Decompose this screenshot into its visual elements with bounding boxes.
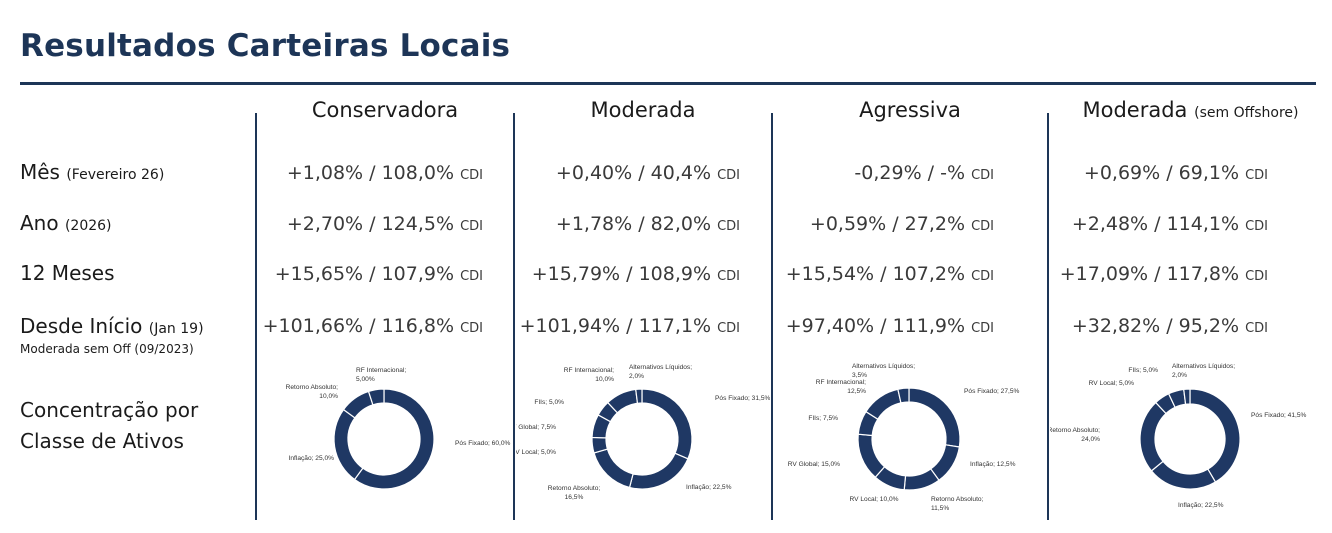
donut-slice-label: RV Global; 15,0% [788, 461, 840, 468]
donut-slice-label: Pós Fixado; 31,5% [715, 395, 770, 402]
column-separator [513, 113, 515, 520]
row-label-12-meses: 12 Meses [20, 261, 115, 285]
value-cell: +1,78% / 82,0% CDI [555, 213, 740, 235]
donut-slice [1183, 388, 1191, 405]
value-cell: +2,70% / 124,5% CDI [286, 213, 483, 235]
donut-slice-label: RF Internacional; 12,5% [816, 379, 866, 395]
value-cell: +0,69% / 69,1% CDI [1083, 162, 1268, 184]
column-header-moderada: Moderada [590, 98, 696, 122]
value-cell: +0,40% / 40,4% CDI [555, 162, 740, 184]
donut-slice-label: RF Internacional; 10,0% [564, 367, 614, 383]
column-header-moderada-sem-offshore: Moderada (sem Offshore) [1082, 98, 1299, 122]
page-title: Resultados Carteiras Locais [20, 28, 511, 64]
column-separator [1047, 113, 1049, 520]
column-header-suffix: (sem Offshore) [1194, 105, 1299, 121]
donut-slice-label: Alternativos Líquidos; 2,0% [629, 364, 692, 380]
value-cell: +101,94% / 117,1% CDI [519, 315, 740, 337]
concentration-label: Concentração por Classe de Ativos [20, 398, 199, 453]
value-cell: +97,40% / 111,9% CDI [785, 315, 994, 337]
value-cell: +1,08% / 108,0% CDI [286, 162, 483, 184]
column-header-agressiva: Agressiva [859, 98, 961, 122]
donut-slice [333, 408, 364, 481]
donut-slice [641, 388, 693, 460]
donut-slice [1150, 460, 1217, 490]
value-cell: +15,65% / 107,9% CDI [274, 263, 483, 285]
donut-slice-label: Pós Fixado; 60,0% [455, 440, 510, 447]
column-header-conservadora: Conservadora [311, 98, 459, 122]
donut-slice-label: RV Global; 7,5% [516, 424, 556, 431]
row-label-desde-inicio: Desde Início (Jan 19) [20, 314, 204, 338]
donut-slice-label: RF Internacional; 5,00% [356, 367, 406, 383]
value-cell: +0,59% / 27,2% CDI [809, 213, 994, 235]
donut-slice-label: Inflação; 22,5% [686, 484, 732, 491]
donut-slice-label: Alternativos Líquidos; 2,0% [1172, 363, 1235, 379]
donut-slice-label: RV Local; 10,0% [850, 496, 899, 503]
donut-slice-label: Pós Fixado; 41,5% [1251, 412, 1306, 419]
donut-slice-label: Retorno Absoluto; 24,0% [1050, 427, 1100, 443]
value-cell: +101,66% / 116,8% CDI [262, 315, 483, 337]
donut-slice-label: RV Local; 5,0% [1089, 380, 1134, 387]
donut-slice [628, 452, 689, 490]
donut-slice [635, 388, 643, 404]
donut-slice-label: Inflação; 12,5% [970, 461, 1016, 468]
donut-slice [367, 388, 385, 406]
title-divider [20, 82, 1316, 85]
donut-slice-label: RV Local; 5,0% [516, 449, 556, 456]
donut-slice [1189, 388, 1241, 483]
donut-slice-label: Retorno Absoluto; 16,5% [548, 485, 601, 501]
donut-slice [897, 387, 910, 404]
column-separator [771, 113, 773, 520]
donut-slice [857, 433, 886, 479]
donut-chart-moderada: Pós Fixado; 31,5% Inflação; 22,5% Retorno … [516, 364, 770, 501]
donut-chart-agressiva: Pós Fixado; 27,5% Inflação; 12,5% Retorno … [788, 363, 1020, 512]
value-cell: +2,48% / 114,1% CDI [1071, 213, 1268, 235]
donut-slice [865, 388, 902, 421]
value-cell: -0,29% / -% CDI [854, 162, 994, 184]
donut-slice [1139, 401, 1167, 472]
donut-slice [908, 387, 961, 448]
donut-slice-label: Inflação; 22,5% [1178, 502, 1224, 509]
value-cell: +15,54% / 107,2% CDI [785, 263, 994, 285]
donut-chart-conservadora: Pós Fixado; 60,0% Inflação; 25,0% Retorno … [286, 367, 510, 490]
donut-slice [593, 448, 634, 489]
donut-slice-label: FIIs; 7,5% [808, 415, 838, 422]
donut-slice-label: Retorno Absoluto; 11,5% [931, 496, 984, 512]
donut-slice-label: FIIs; 5,0% [534, 399, 564, 406]
row-note: Moderada sem Off (09/2023) [20, 342, 194, 356]
donut-slice-label: Alternativos Líquidos; 3,5% [852, 363, 915, 379]
donut-slice-label: Retorno Absoluto; 10,0% [286, 384, 339, 400]
donut-slice-label: Pós Fixado; 27,5% [964, 388, 1019, 395]
value-cell: +17,09% / 117,8% CDI [1059, 263, 1268, 285]
column-separator [255, 113, 257, 520]
donut-slice [903, 468, 940, 491]
value-cell: +32,82% / 95,2% CDI [1071, 315, 1268, 337]
row-label-ano: Ano (2026) [20, 211, 112, 235]
donut-slice-label: FIIs; 5,0% [1128, 367, 1158, 374]
donut-slice-label: Inflação; 25,0% [289, 455, 335, 462]
value-cell: +15,79% / 108,9% CDI [531, 263, 740, 285]
donut-chart-moderada-sem-offshore: Pós Fixado; 41,5% Inflação; 22,5% Retorno … [1050, 363, 1306, 509]
row-label-mes: Mês (Fevereiro 26) [20, 160, 165, 184]
